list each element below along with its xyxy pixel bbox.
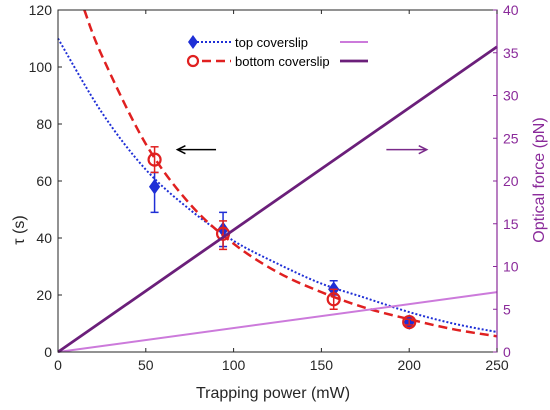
x-tick-label: 100: [222, 357, 246, 373]
x-tick-label: 250: [485, 357, 509, 373]
y-left-tick-label: 20: [36, 287, 52, 303]
series-fit-1: [83, 9, 498, 338]
series-line-2: [57, 291, 498, 353]
y-right-tick-label: 35: [503, 45, 519, 61]
legend-marker-diamond: [188, 35, 198, 49]
legend-label-bottom: bottom coverslip: [235, 54, 330, 69]
y-right-tick-label: 20: [503, 173, 519, 189]
legend-box: [167, 29, 359, 93]
y-left-tick-label: 40: [36, 230, 52, 246]
x-tick-label: 200: [398, 357, 422, 373]
y-right-tick-label: 0: [503, 344, 511, 360]
data-point-bottom-2: [326, 292, 341, 307]
y-left-tick-label: 0: [44, 344, 52, 360]
x-tick-label: 150: [310, 357, 334, 373]
arrow-left-head: [175, 144, 186, 155]
arrow-right-head: [418, 144, 429, 155]
y-left-tick-label: 100: [29, 59, 53, 75]
data-point-top-0: [148, 178, 161, 195]
data-point-bottom-3: [402, 314, 417, 330]
y-right-tick-label: 30: [503, 88, 519, 104]
x-tick-label: 50: [138, 357, 154, 373]
series-fit-0: [57, 37, 498, 334]
y-right-tick-label: 25: [503, 130, 519, 146]
legend-marker-circle: [186, 54, 200, 68]
legend-label-top: top coverslip: [235, 35, 308, 50]
y-right-tick-label: 5: [503, 301, 511, 317]
y-right-tick-label: 15: [503, 216, 519, 232]
y-axis-label-left: τ (s): [11, 215, 28, 244]
data-point-bottom-0: [147, 152, 162, 167]
y-right-tick-label: 40: [503, 2, 519, 18]
y-axis-label-right: Optical force (pN): [531, 117, 548, 242]
y-left-tick-label: 80: [36, 116, 52, 132]
x-tick-label: 0: [54, 357, 62, 373]
x-axis-label: Trapping power (mW): [196, 385, 350, 402]
y-left-tick-label: 120: [29, 2, 53, 18]
series-line-3: [57, 45, 498, 354]
y-left-tick-label: 60: [36, 173, 52, 189]
y-right-tick-label: 10: [503, 259, 519, 275]
